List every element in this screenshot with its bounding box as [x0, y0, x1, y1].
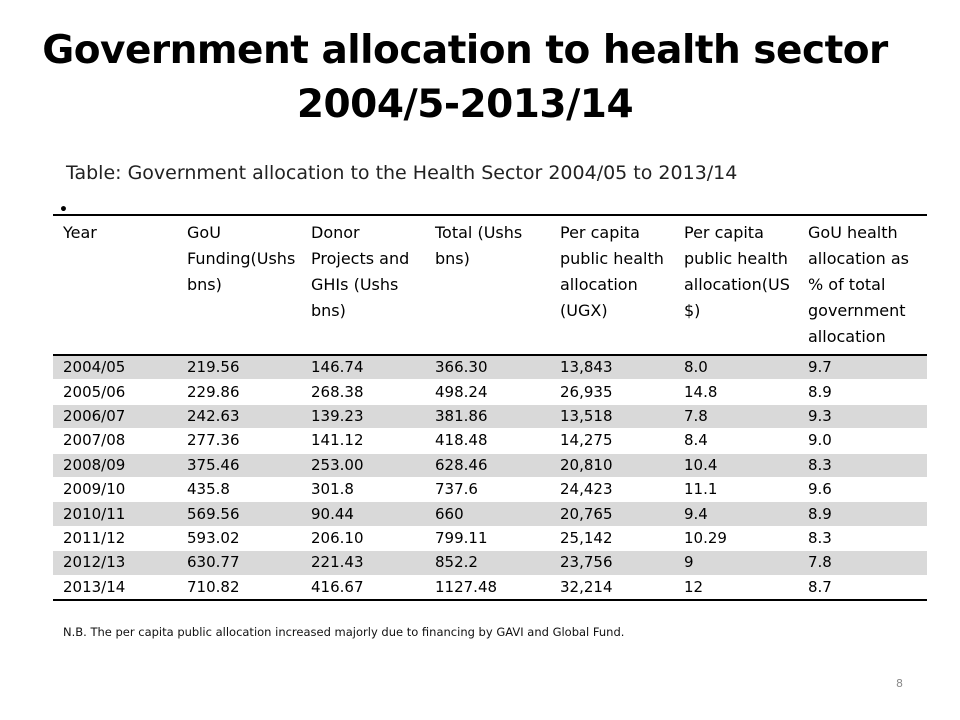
table-row: 2004/05 219.56 146.74 366.30 13,843 8.0 9.7	[53, 355, 927, 381]
column-header: Per capita public health allocation (UGX…	[560, 223, 664, 320]
table-cell: 852.2	[425, 550, 550, 576]
table-cell: 593.02	[177, 526, 301, 552]
table-cell: 2005/06	[53, 379, 177, 405]
table-cell: 9.0	[798, 428, 927, 454]
table-cell: 10.29	[674, 526, 798, 552]
table-cell: 2007/08	[53, 428, 177, 454]
table-cell: 2013/14	[53, 575, 177, 601]
table-cell: 9.3	[798, 404, 927, 430]
table-row: 2010/11 569.56 90.44 660 20,765 9.4 8.9	[53, 501, 927, 527]
table-row: 2007/08 277.36 141.12 418.48 14,275 8.4 9.0	[53, 428, 927, 454]
table-cell: 569.56	[177, 501, 301, 527]
table-cell: 24,423	[550, 477, 674, 503]
page-number: 8	[896, 677, 903, 690]
table-cell: 435.8	[177, 477, 301, 503]
table-cell: 13,843	[550, 355, 674, 381]
table-row: 2011/12 593.02 206.10 799.11 25,142 10.29 8.3	[53, 526, 927, 552]
table-cell: 12	[674, 575, 798, 601]
table-body: 2004/05 219.56 146.74 366.30 13,843 8.0 9.7 200…	[53, 355, 927, 601]
table-row: 2008/09 375.46 253.00 628.46 20,810 10.4 8.3	[53, 453, 927, 478]
table-cell: 416.67	[301, 575, 425, 601]
column-header: Per capita public health allocation(US $…	[684, 223, 790, 320]
table-cell: 2009/10	[53, 477, 177, 503]
table-row: 2009/10 435.8 301.8 737.6 24,423 11.1 9.6	[53, 477, 927, 503]
table-cell: 628.46	[425, 453, 550, 478]
table-cell: 141.12	[301, 428, 425, 454]
table-row: 2013/14 710.82 416.67 1127.48 32,214 12 8.7	[53, 575, 927, 601]
table-cell: 737.6	[425, 477, 550, 503]
table-cell: 25,142	[550, 526, 674, 552]
table-cell: 219.56	[177, 355, 301, 381]
table-cell: 9.7	[798, 355, 927, 381]
table-cell: 277.36	[177, 428, 301, 454]
table-cell: 7.8	[798, 550, 927, 576]
table-cell: 2011/12	[53, 526, 177, 552]
slide-title-line-1: Government allocation to health sector	[42, 28, 888, 73]
table-cell: 14.8	[674, 379, 798, 405]
table-row: 2012/13 630.77 221.43 852.2 23,756 9 7.8	[53, 550, 927, 576]
column-header: Year	[63, 223, 97, 242]
table-cell: 229.86	[177, 379, 301, 405]
table-cell: 10.4	[674, 453, 798, 478]
table-cell: 206.10	[301, 526, 425, 552]
bullet-mark: •	[59, 202, 68, 218]
table-cell: 630.77	[177, 550, 301, 576]
table-cell: 375.46	[177, 453, 301, 478]
table-cell: 32,214	[550, 575, 674, 601]
table-cell: 2012/13	[53, 550, 177, 576]
table-caption: Table: Government allocation to the Heal…	[66, 162, 738, 184]
table-cell: 9	[674, 550, 798, 576]
table-cell: 8.4	[674, 428, 798, 454]
table-cell: 301.8	[301, 477, 425, 503]
table-cell: 20,810	[550, 453, 674, 478]
table-cell: 660	[425, 501, 550, 527]
table-cell: 710.82	[177, 575, 301, 601]
health-allocation-table: Year GoU Funding(Ushs bns) Donor Project…	[53, 214, 927, 601]
table-cell: 799.11	[425, 526, 550, 552]
table-cell: 90.44	[301, 501, 425, 527]
table-cell: 2008/09	[53, 453, 177, 478]
table-row: 2005/06 229.86 268.38 498.24 26,935 14.8 8.9	[53, 379, 927, 405]
table-cell: 418.48	[425, 428, 550, 454]
footnote: N.B. The per capita public allocation in…	[63, 625, 625, 639]
table-cell: 20,765	[550, 501, 674, 527]
table-cell: 242.63	[177, 404, 301, 430]
column-header: Donor Projects and GHIs (Ushs bns)	[311, 223, 410, 320]
table-cell: 268.38	[301, 379, 425, 405]
column-header: GoU health allocation as % of total gove…	[808, 223, 909, 346]
table-cell: 366.30	[425, 355, 550, 381]
table-cell: 139.23	[301, 404, 425, 430]
table-cell: 2010/11	[53, 501, 177, 527]
table-cell: 13,518	[550, 404, 674, 430]
table-cell: 146.74	[301, 355, 425, 381]
table-cell: 9.6	[798, 477, 927, 503]
table-cell: 8.9	[798, 501, 927, 527]
table-cell: 8.3	[798, 526, 927, 552]
table-cell: 26,935	[550, 379, 674, 405]
table-cell: 498.24	[425, 379, 550, 405]
table-cell: 8.9	[798, 379, 927, 405]
table-cell: 253.00	[301, 453, 425, 478]
table-cell: 8.7	[798, 575, 927, 601]
table-cell: 2004/05	[53, 355, 177, 381]
table-cell: 1127.48	[425, 575, 550, 601]
table-row: 2006/07 242.63 139.23 381.86 13,518 7.8 9.3	[53, 404, 927, 430]
table-cell: 7.8	[674, 404, 798, 430]
slide-title: Government allocation to health sector 2…	[0, 24, 930, 132]
table-cell: 8.0	[674, 355, 798, 381]
table-cell: 2006/07	[53, 404, 177, 430]
table-cell: 23,756	[550, 550, 674, 576]
table-cell: 14,275	[550, 428, 674, 454]
column-header: Total (Ushs bns)	[435, 223, 523, 268]
slide-title-line-2: 2004/5-2013/14	[296, 82, 634, 127]
column-header: GoU Funding(Ushs bns)	[187, 223, 296, 294]
table-cell: 381.86	[425, 404, 550, 430]
table-cell: 221.43	[301, 550, 425, 576]
table-cell: 9.4	[674, 501, 798, 527]
table-cell: 11.1	[674, 477, 798, 503]
table-cell: 8.3	[798, 453, 927, 478]
table-header-row: Year GoU Funding(Ushs bns) Donor Project…	[53, 215, 927, 355]
